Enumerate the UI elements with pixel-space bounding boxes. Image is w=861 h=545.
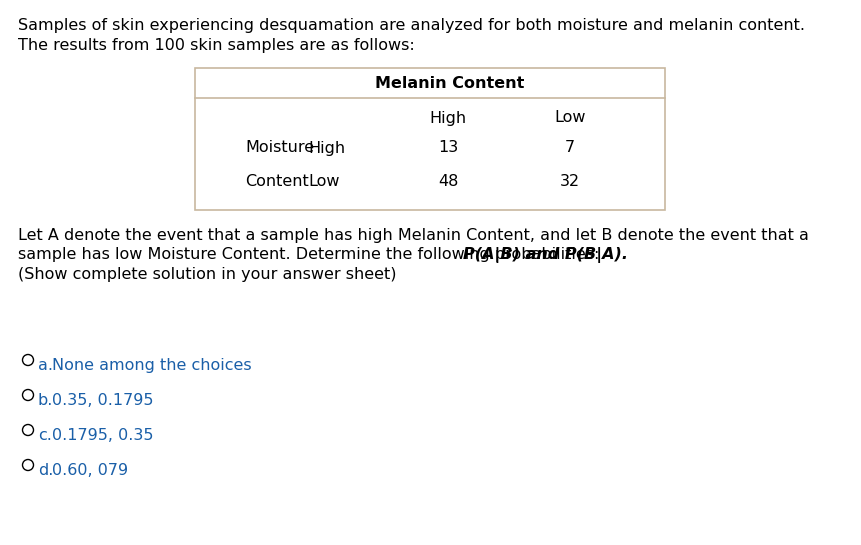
- Text: 0.1795, 0.35: 0.1795, 0.35: [52, 428, 153, 443]
- Text: 0.35, 0.1795: 0.35, 0.1795: [52, 393, 153, 408]
- Text: sample has low Moisture Content. Determine the following probabilities:: sample has low Moisture Content. Determi…: [18, 247, 604, 262]
- Text: Moisture: Moisture: [245, 141, 313, 155]
- Bar: [195, 68, 664, 210]
- Text: Low: Low: [554, 111, 585, 125]
- Text: Content: Content: [245, 174, 308, 190]
- Text: Let A denote the event that a sample has high Melanin Content, and let B denote : Let A denote the event that a sample has…: [18, 228, 808, 243]
- Text: High: High: [429, 111, 466, 125]
- Text: 13: 13: [437, 141, 457, 155]
- Text: Melanin Content: Melanin Content: [375, 76, 524, 90]
- Text: d.: d.: [38, 463, 53, 478]
- Text: 48: 48: [437, 174, 458, 190]
- Text: 7: 7: [564, 141, 574, 155]
- Text: 32: 32: [560, 174, 579, 190]
- Text: The results from 100 skin samples are as follows:: The results from 100 skin samples are as…: [18, 38, 414, 53]
- Text: None among the choices: None among the choices: [52, 358, 251, 373]
- Text: b.: b.: [38, 393, 53, 408]
- Text: a.: a.: [38, 358, 53, 373]
- Text: (Show complete solution in your answer sheet): (Show complete solution in your answer s…: [18, 267, 396, 282]
- Text: High: High: [307, 141, 344, 155]
- Text: c.: c.: [38, 428, 52, 443]
- Text: 0.60, 079: 0.60, 079: [52, 463, 128, 478]
- Text: Low: Low: [307, 174, 339, 190]
- Text: Samples of skin experiencing desquamation are analyzed for both moisture and mel: Samples of skin experiencing desquamatio…: [18, 18, 804, 33]
- Text: P(A|B) and P(B|A).: P(A|B) and P(B|A).: [462, 247, 627, 263]
